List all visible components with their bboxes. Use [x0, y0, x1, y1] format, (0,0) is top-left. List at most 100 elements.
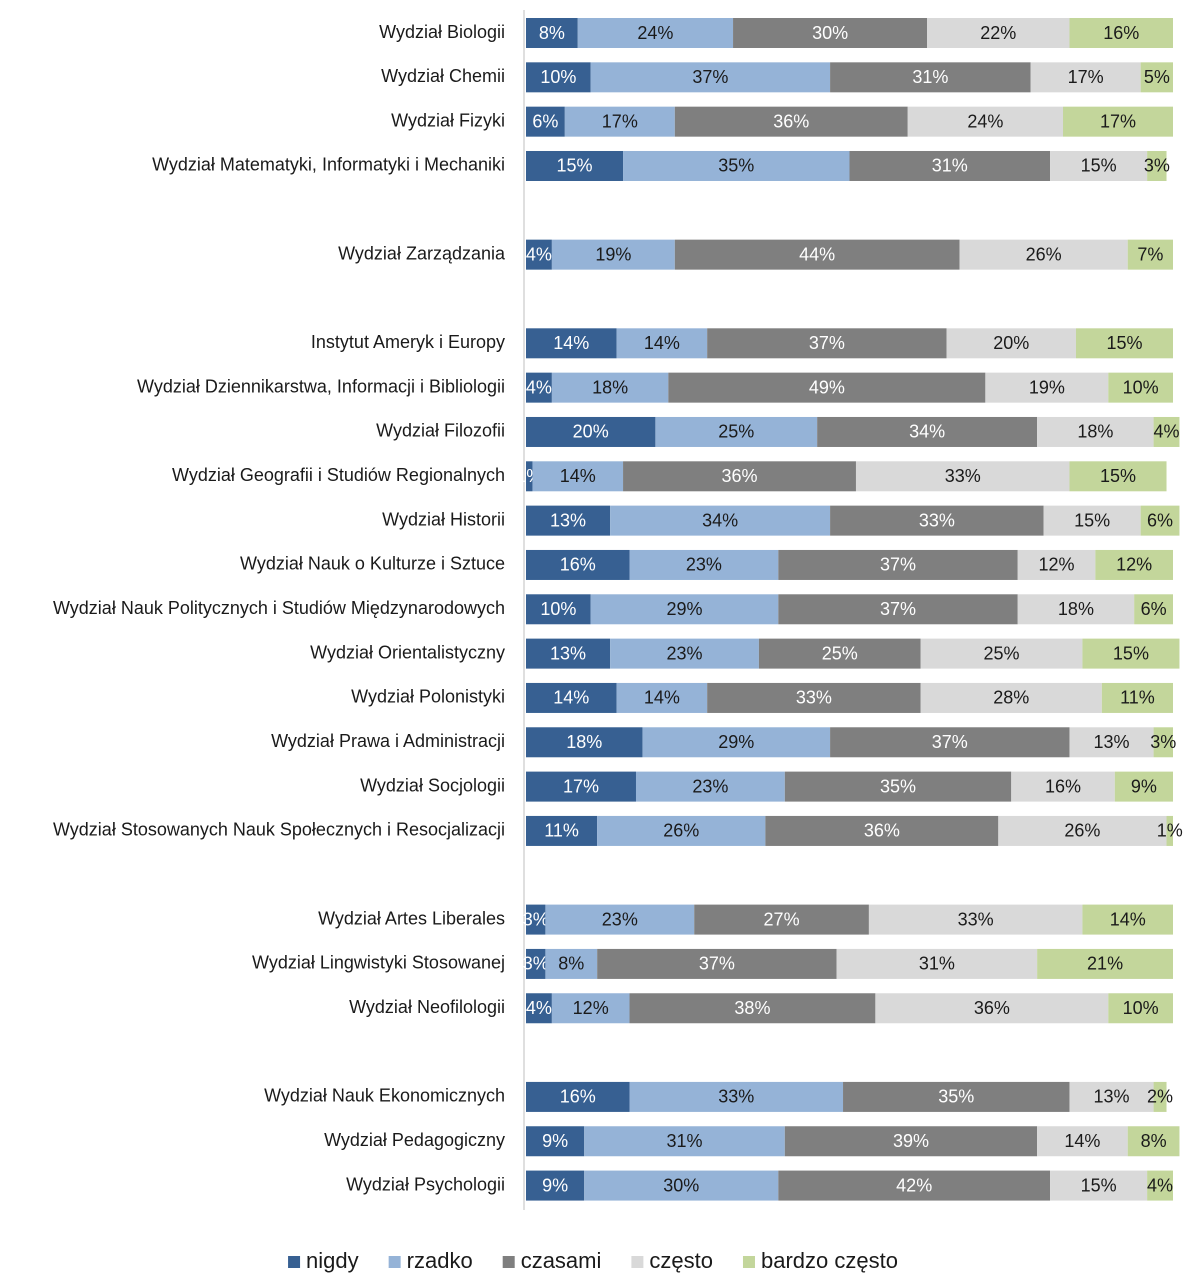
legend-swatch	[742, 1256, 755, 1268]
value-label: 6%	[532, 111, 558, 131]
bar-segment	[526, 62, 591, 93]
value-label: 23%	[602, 909, 638, 929]
value-label: 16%	[1045, 776, 1081, 796]
bar-segment	[1140, 505, 1180, 536]
value-label: 12%	[1116, 555, 1152, 575]
value-label: 37%	[932, 732, 968, 752]
bar-segment	[784, 1126, 1038, 1157]
value-label: 8%	[1141, 1131, 1167, 1151]
bar-segment	[817, 416, 1038, 447]
value-label: 4%	[526, 998, 552, 1018]
bar-segment	[629, 993, 876, 1024]
bar-segment	[674, 106, 908, 137]
value-label: 37%	[880, 555, 916, 575]
bar-segment	[1069, 461, 1167, 492]
bar-segment	[642, 727, 831, 758]
value-label: 25%	[822, 643, 858, 663]
bar-segment	[1063, 106, 1173, 137]
value-label: 36%	[773, 111, 809, 131]
value-label: 29%	[666, 599, 702, 619]
value-label: 13%	[1094, 732, 1130, 752]
category-label: Wydział Nauk Ekonomicznych	[264, 1086, 505, 1106]
value-label: 1%	[1157, 821, 1183, 841]
bar-segment	[849, 150, 1051, 181]
legend-swatch	[288, 1256, 301, 1268]
bar-segment	[1082, 904, 1173, 935]
value-label: 9%	[542, 1175, 568, 1195]
bar-segment	[584, 1126, 785, 1157]
value-label: 35%	[880, 776, 916, 796]
legend-label: rzadko	[407, 1248, 473, 1273]
bar-segment	[778, 1170, 1051, 1201]
value-label: 33%	[945, 466, 981, 486]
bar-segment	[526, 993, 552, 1024]
value-label: 15%	[1081, 156, 1117, 176]
value-label: 15%	[1106, 333, 1142, 353]
category-label: Wydział Zarządzania	[338, 243, 506, 263]
bar-segment	[629, 1081, 844, 1112]
value-label: 14%	[644, 688, 680, 708]
value-label: 17%	[563, 776, 599, 796]
value-label: 15%	[557, 156, 593, 176]
value-label: 13%	[1094, 1087, 1130, 1107]
value-label: 49%	[809, 377, 845, 397]
value-label: 4%	[1147, 1175, 1173, 1195]
bar-segment	[1095, 549, 1173, 580]
value-label: 23%	[692, 776, 728, 796]
bar-segment	[551, 239, 675, 270]
category-label: Wydział Nauk Politycznych i Studiów Międ…	[53, 598, 505, 618]
value-label: 18%	[1058, 599, 1094, 619]
bar-segment	[597, 948, 837, 979]
bar-segment	[1166, 815, 1173, 846]
bar-segment	[629, 549, 779, 580]
value-label: 13%	[550, 643, 586, 663]
bar-segment	[758, 638, 921, 669]
value-label: 19%	[595, 244, 631, 264]
bar-segment	[1017, 549, 1096, 580]
value-label: 26%	[663, 821, 699, 841]
value-label: 34%	[702, 510, 738, 530]
value-label: 10%	[1123, 377, 1159, 397]
value-label: 25%	[984, 643, 1020, 663]
value-label: 42%	[896, 1175, 932, 1195]
bar-segment	[765, 815, 999, 846]
value-label: 17%	[1100, 111, 1136, 131]
value-label: 12%	[1039, 555, 1075, 575]
legend-label: bardzo często	[761, 1248, 898, 1273]
value-label: 16%	[560, 555, 596, 575]
bar-segment	[1108, 372, 1173, 403]
bar-segment	[694, 904, 869, 935]
value-label: 9%	[542, 1131, 568, 1151]
value-label: 3%	[523, 954, 549, 974]
value-label: 19%	[1029, 377, 1065, 397]
bar-segment	[526, 727, 643, 758]
value-label: 17%	[1068, 67, 1104, 87]
bar-segment	[616, 682, 708, 713]
bar-segment	[564, 106, 675, 137]
value-label: 14%	[560, 466, 596, 486]
value-label: 4%	[526, 377, 552, 397]
bar-segment	[526, 1081, 630, 1112]
category-label: Wydział Lingwistyki Stosowanej	[252, 953, 505, 973]
bar-segment	[526, 1170, 585, 1201]
value-label: 22%	[980, 23, 1016, 43]
category-label: Wydział Biologii	[379, 22, 505, 42]
value-label: 34%	[909, 422, 945, 442]
bar-segment	[674, 239, 960, 270]
value-label: 8%	[539, 23, 565, 43]
value-label: 6%	[1147, 510, 1173, 530]
value-label: 15%	[1113, 643, 1149, 663]
value-label: 3%	[1144, 156, 1170, 176]
bar-segment	[1075, 328, 1173, 359]
value-label: 37%	[880, 599, 916, 619]
bar-segment	[545, 904, 695, 935]
value-label: 14%	[553, 333, 589, 353]
value-label: 36%	[974, 998, 1010, 1018]
bar-segment	[1011, 771, 1115, 802]
value-label: 4%	[1154, 422, 1180, 442]
bar-segment	[1037, 948, 1173, 979]
bar-segment	[1153, 1081, 1167, 1112]
category-label: Wydział Socjologii	[360, 775, 505, 795]
bar-segment	[551, 372, 669, 403]
value-label: 16%	[1103, 23, 1139, 43]
